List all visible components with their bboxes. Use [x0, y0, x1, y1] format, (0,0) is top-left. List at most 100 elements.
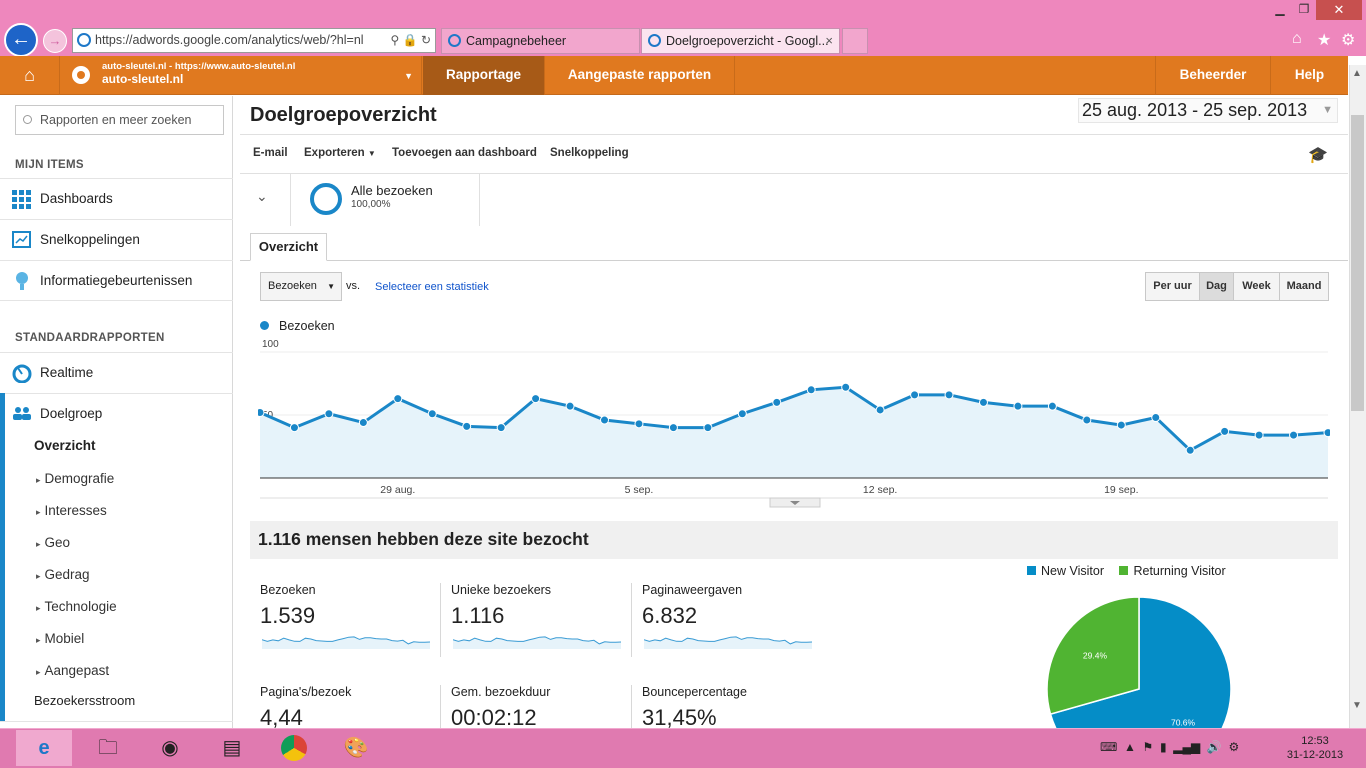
ie-tab-icon [448, 34, 461, 47]
taskbar-clock[interactable]: 12:53 31-12-2013 [1286, 735, 1344, 761]
nav-help[interactable]: Help [1294, 67, 1325, 82]
graduation-cap-icon[interactable]: 🎓 [1308, 147, 1328, 164]
y-tick-label: 100 [262, 340, 279, 350]
nav-rapportage[interactable]: Rapportage [423, 56, 545, 95]
data-point [1082, 415, 1092, 425]
data-point [324, 409, 334, 419]
taskbar-chrome-icon[interactable] [266, 730, 322, 766]
sidebar-item-bezoekersstroom[interactable]: Bezoekersstroom [34, 693, 136, 708]
metric-value[interactable]: 6.832 [642, 603, 698, 628]
scroll-down-icon[interactable]: ▼ [1352, 700, 1362, 711]
export-button[interactable]: Exporteren ▼ [304, 147, 376, 159]
sidebar-item-informatiegebeurtenissen[interactable]: Informatiegebeurtenissen [0, 260, 233, 300]
ga-home-icon[interactable]: ⌂ [0, 56, 60, 95]
metric-label: Unieke bezoekers [451, 583, 552, 597]
new-tab-button[interactable] [842, 28, 868, 54]
sidebar: Rapporten en meer zoeken MIJN ITEMS Dash… [0, 96, 233, 728]
pie-slice-label: 70.6% [1171, 717, 1196, 727]
shortcut-button[interactable]: Snelkoppeling [550, 147, 629, 159]
globe-icon [72, 66, 90, 84]
sidebar-item-dashboards[interactable]: Dashboards [0, 178, 233, 218]
nav-aangepaste-rapporten[interactable]: Aangepaste rapporten [545, 56, 735, 95]
data-point [806, 385, 816, 395]
pie-slice [1049, 596, 1232, 728]
data-point [1116, 420, 1126, 430]
metric-value[interactable]: 31,45% [642, 705, 717, 730]
metric-select[interactable]: Bezoeken ▼ [260, 272, 342, 301]
metric-value[interactable]: 1.539 [260, 603, 316, 628]
browser-chrome: ← → https://adwords.google.com/analytics… [0, 0, 1366, 57]
sparkline-line [262, 636, 431, 645]
sidebar-item-technologie[interactable]: Technologie [36, 599, 117, 614]
week-button[interactable]: Week [1234, 273, 1280, 300]
data-point [944, 390, 954, 400]
sidebar-item-demografie[interactable]: Demografie [36, 471, 115, 486]
sidebar-item-geo[interactable]: Geo [36, 535, 71, 550]
tab-overzicht[interactable]: Overzicht [250, 233, 327, 261]
metric-label: Pagina's/bezoek [260, 685, 352, 699]
scroll-up-icon[interactable]: ▲ [1352, 68, 1362, 79]
back-button[interactable]: ← [4, 23, 38, 57]
address-controls[interactable]: ⚲ 🔒 ↻ [386, 29, 431, 52]
sidebar-item-realtime[interactable]: Realtime [0, 352, 233, 392]
day-button[interactable]: Dag [1200, 273, 1234, 300]
favorites-icon[interactable]: ★ [1317, 32, 1332, 49]
taskbar-media-icon[interactable]: ◉ [161, 737, 179, 759]
tab-doelgroepoverzicht[interactable]: Doelgroepoverzicht - Googl... × [641, 28, 840, 54]
close-window-button[interactable]: ✕ [1316, 0, 1362, 20]
chevron-down-icon [790, 501, 800, 505]
select-statistic-link[interactable]: Selecteer een statistiek [375, 281, 489, 293]
data-point [841, 382, 851, 392]
report-search-input[interactable]: Rapporten en meer zoeken [15, 105, 224, 135]
sidebar-item-snelkoppelingen[interactable]: Snelkoppelingen [0, 219, 233, 259]
data-point [258, 407, 265, 417]
metric-value[interactable]: 1.116 [451, 603, 505, 628]
x-tick-label: 5 sep. [625, 484, 654, 496]
scrollbar-thumb[interactable] [1351, 115, 1364, 411]
taskbar-paint-icon[interactable]: 🎨 [343, 737, 369, 759]
sidebar-item-doelgroep[interactable]: Doelgroep [0, 393, 233, 433]
pie-legend: New Visitor Returning Visitor [1027, 564, 1226, 578]
minimize-button[interactable]: ▁ [1275, 2, 1285, 16]
account-selector[interactable]: auto-sleutel.nl - https://www.auto-sleut… [60, 56, 422, 95]
data-point [1220, 426, 1230, 436]
tab-campagnebeheer[interactable]: Campagnebeheer [441, 28, 640, 54]
chevron-down-icon[interactable]: ⌄ [256, 188, 268, 204]
data-point [427, 409, 437, 419]
metric-value[interactable]: 4,44 [260, 705, 303, 730]
metric-label: Bezoeken [260, 583, 316, 597]
add-to-dashboard-button[interactable]: Toevoegen aan dashboard [392, 147, 537, 159]
segment-label[interactable]: Alle bezoeken [351, 183, 433, 198]
email-button[interactable]: E-mail [253, 147, 288, 159]
system-tray[interactable]: ⌨ ▲ ⚑ ▮ ▂▄▆ 🔊 ⚙ [1100, 740, 1240, 754]
per-hour-button[interactable]: Per uur [1146, 273, 1200, 300]
forward-button[interactable]: → [43, 29, 67, 53]
sparkline-area [453, 636, 621, 649]
settings-icon[interactable]: ⚙ [1341, 32, 1356, 49]
nav-beheerder[interactable]: Beheerder [1155, 56, 1271, 95]
page-title: Doelgroepoverzicht [250, 104, 437, 126]
home-icon[interactable]: ⌂ [1292, 30, 1302, 47]
taskbar-ie-icon[interactable]: e [16, 730, 72, 766]
metric-divider [440, 685, 441, 759]
section-standard-reports: STANDAARDRAPPORTEN [15, 332, 165, 344]
close-tab-icon[interactable]: × [825, 33, 833, 48]
sparkline-line [644, 636, 813, 645]
data-point [737, 409, 747, 419]
taskbar-explorer-icon[interactable]: 🗀 [98, 737, 118, 759]
sidebar-item-overzicht[interactable]: Overzicht [34, 438, 96, 453]
data-point [772, 397, 782, 407]
metric-value[interactable]: 00:02:12 [451, 705, 537, 730]
windows-taskbar [0, 728, 1366, 768]
sidebar-item-gedrag[interactable]: Gedrag [36, 567, 90, 582]
maximize-button[interactable]: ❐ [1298, 2, 1310, 16]
data-point [1013, 401, 1023, 411]
sidebar-item-aangepast[interactable]: Aangepast [36, 663, 110, 678]
month-button[interactable]: Maand [1286, 280, 1322, 292]
account-url: auto-sleutel.nl - https://www.auto-sleut… [102, 61, 296, 72]
sidebar-item-interesses[interactable]: Interesses [36, 503, 107, 518]
sidebar-item-mobiel[interactable]: Mobiel [36, 631, 85, 646]
address-bar[interactable]: https://adwords.google.com/analytics/web… [72, 28, 436, 53]
taskbar-app-icon[interactable]: ▤ [222, 737, 242, 759]
date-range-picker[interactable]: 25 aug. 2013 - 25 sep. 2013 ▼ [1078, 98, 1338, 123]
